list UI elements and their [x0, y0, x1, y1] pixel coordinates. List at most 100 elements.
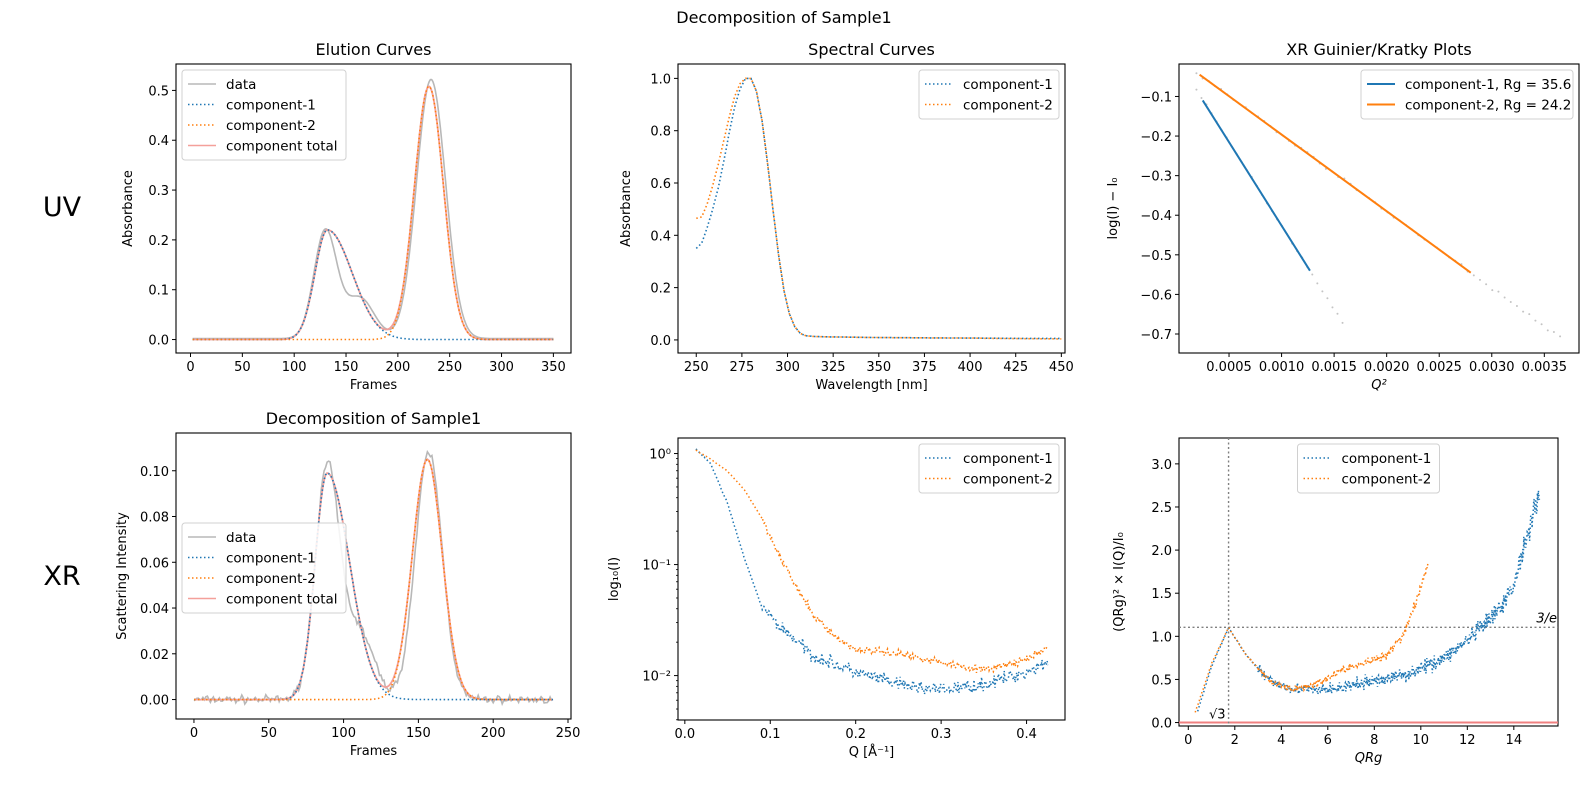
xr-guinier-chart: 0.0005 0.0010 0.0015 0.0020 0.0025 0.0030 0.00…: [1106, 40, 1580, 393]
y-tick-label: −0.4: [1140, 209, 1172, 224]
legend-box: [181, 522, 347, 614]
xr-kratky-chart: 0 2 4 6 8 10 12 14 0.0 0.5 1.0 1.5 2.0 2.5 3.0 QRg (QRg)…: [1112, 437, 1559, 766]
x-tick-label: 100: [331, 726, 356, 741]
legend-label-2: component-2: [963, 98, 1053, 114]
x-tick-label: 300: [775, 360, 800, 375]
x-tick-label: 150: [406, 726, 431, 741]
x-tick-label: 0.0010: [1259, 360, 1305, 375]
xr-elution-chart: 0 50 100 150 200 250 0.00 0.02 0.04 0.06 0.08 0.10 D…: [115, 409, 580, 759]
y-tick-label: 0.06: [140, 556, 169, 571]
x-tick-label: 0.0015: [1311, 360, 1357, 375]
guinier-data-point: [1522, 310, 1525, 313]
x-tick-label: 275: [729, 360, 754, 375]
y-tick-label: −0.6: [1140, 288, 1172, 303]
x-tick-label: 50: [234, 360, 251, 375]
x-tick-label: 0: [1184, 733, 1192, 748]
row-label-xr: XR: [43, 561, 80, 592]
x-tick-label: 50: [260, 726, 277, 741]
legend-label-4: component total: [226, 592, 338, 608]
y-tick-label: 0.4: [650, 229, 671, 244]
row-label-uv: UV: [43, 192, 82, 223]
x-tick-label: 0.0025: [1416, 360, 1462, 375]
guinier-data-point: [1200, 97, 1203, 100]
legend-box: [1360, 69, 1574, 120]
y-tick-label: 0.00: [140, 694, 169, 709]
x-tick-label: 0.0035: [1522, 360, 1568, 375]
y-tick-label: 0.2: [650, 282, 671, 297]
x-tick-label: 200: [481, 726, 506, 741]
y-axis-label: Scattering Intensity: [115, 512, 130, 640]
y-axis-label: log(I) − I₀: [1106, 178, 1121, 240]
guinier-data-point: [1336, 312, 1339, 315]
x-tick-label: 0.0005: [1206, 360, 1252, 375]
component-2-scatter: [695, 449, 1049, 674]
y-tick-label: 10⁻²: [642, 670, 671, 685]
x-tick-label: 350: [541, 360, 566, 375]
component-2-line: [696, 77, 1062, 340]
legend: component-1 component-2: [1297, 443, 1440, 494]
legend-box: [181, 69, 347, 161]
y-axis-label: (QRg)² × I(Q)/I₀: [1112, 532, 1127, 632]
y-tick-label: 0.4: [148, 134, 169, 149]
legend: component-1 component-2: [918, 443, 1060, 494]
y-tick-label: 0.5: [148, 84, 169, 99]
x-tick-label: 100: [282, 360, 307, 375]
x-tick-label: 8: [1370, 733, 1378, 748]
guinier-data-point: [1316, 282, 1319, 285]
guinier-data-point: [1509, 301, 1512, 304]
x-axis-label: Q [Å⁻¹]: [849, 744, 894, 760]
3-over-e-label: 3/e: [1536, 611, 1557, 626]
guinier-data-point: [1321, 290, 1324, 293]
x-axis-label: Wavelength [nm]: [815, 378, 927, 393]
legend-label-2: component-1: [226, 551, 316, 567]
chart-title: Decomposition of Sample1: [266, 409, 481, 428]
x-tick-label: 0.1: [760, 727, 781, 742]
y-tick-label: 0.6: [650, 177, 671, 192]
y-tick-label: 0.10: [140, 465, 169, 480]
guinier-data-point: [1195, 72, 1198, 75]
guinier-data-point: [1195, 88, 1198, 91]
legend: data component-1 component-2 component tota…: [181, 522, 347, 614]
x-tick-label: 200: [385, 360, 410, 375]
y-axis-label: Absorbance: [619, 170, 634, 247]
y-tick-label: 10⁰: [649, 448, 671, 463]
guinier-data-point: [1478, 278, 1481, 281]
y-tick-label: 0.0: [650, 334, 671, 349]
x-axis-label: Q²: [1371, 378, 1386, 393]
x-tick-label: 0: [186, 360, 194, 375]
axes-frame: [175, 432, 572, 720]
component-2-line: [194, 458, 553, 701]
x-tick-label: 325: [821, 360, 846, 375]
component-2-line: [192, 85, 554, 341]
x-tick-label: 300: [489, 360, 514, 375]
x-tick-label: 0: [190, 726, 198, 741]
y-tick-label: −0.1: [1140, 90, 1172, 105]
x-tick-label: 250: [437, 360, 462, 375]
guinier-data-point: [1472, 274, 1475, 277]
x-tick-label: 6: [1324, 733, 1332, 748]
y-tick-label: 0.3: [148, 184, 169, 199]
guinier-data-point: [1540, 323, 1543, 326]
uv-spectral-chart: 250 275 300 325 350 375 400 425 450 0.0 0.2 0.4 0.6 0…: [619, 40, 1074, 393]
x-tick-label: 0.2: [845, 727, 866, 742]
legend-box: [918, 443, 1060, 494]
component-1-line: [194, 472, 553, 701]
guinier-data-point: [1341, 321, 1344, 324]
axes-frame: [175, 63, 572, 354]
legend-box: [1297, 443, 1440, 494]
x-tick-label: 0.0020: [1364, 360, 1410, 375]
component-1-fit-line: [1201, 99, 1311, 272]
x-tick-label: 375: [912, 360, 937, 375]
legend: component-1, Rg = 35.6 component-2, Rg = …: [1360, 69, 1574, 120]
guinier-data-point: [1326, 297, 1329, 300]
legend-label-1: component-1, Rg = 35.6: [1405, 77, 1571, 93]
figure-suptitle: Decomposition of Sample1: [676, 8, 891, 27]
y-tick-label: 0.0: [1151, 717, 1172, 732]
x-tick-label: 10: [1413, 733, 1430, 748]
y-tick-label: 0.2: [148, 234, 169, 249]
x-tick-label: 0.3: [931, 727, 952, 742]
x-tick-label: 250: [556, 726, 581, 741]
axes-frame: [1178, 437, 1559, 727]
x-tick-label: 4: [1277, 733, 1285, 748]
component-1-scatter: [1196, 490, 1541, 712]
